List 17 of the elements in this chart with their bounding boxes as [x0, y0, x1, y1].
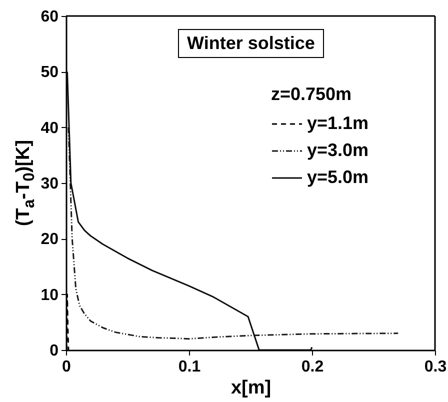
- y-tick-label: 10: [40, 286, 59, 304]
- y-tick-label: 50: [40, 64, 59, 82]
- legend-label: y=5.0m: [307, 167, 369, 187]
- legend-title: z=0.750m: [271, 84, 352, 104]
- y-tick-label: 40: [40, 120, 59, 137]
- y-tick-label: 30: [40, 176, 59, 192]
- y-tick-label: 20: [40, 231, 59, 248]
- x-tick-label: 0.1: [178, 358, 201, 376]
- y-tick-label: 0: [50, 342, 59, 360]
- x-tick-label: 0.2: [301, 358, 324, 376]
- y-tick-label: 60: [40, 8, 59, 26]
- x-tick-label: 0.3: [424, 358, 447, 376]
- legend-label: y=3.0m: [307, 140, 369, 160]
- annotation: Winter solstice: [178, 29, 324, 58]
- legend-label: y=1.1m: [307, 113, 369, 133]
- x-tick-label: 0: [62, 358, 72, 376]
- x-axis-title: x[m]: [230, 378, 272, 398]
